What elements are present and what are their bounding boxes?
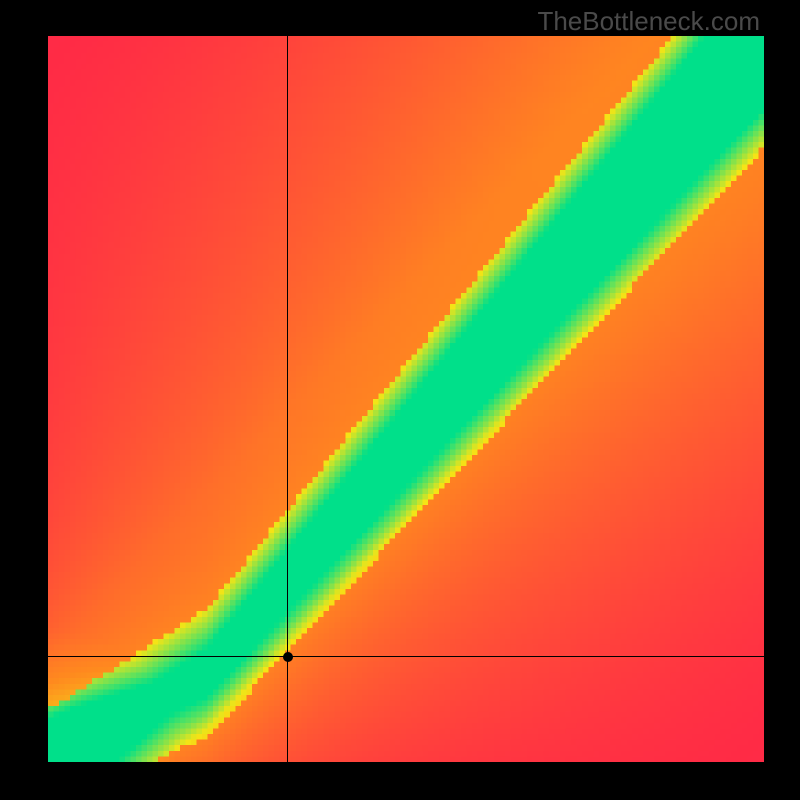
- crosshair-marker: [283, 652, 293, 662]
- crosshair-horizontal: [48, 656, 764, 657]
- watermark-text: TheBottleneck.com: [537, 6, 760, 37]
- bottleneck-heatmap: [48, 36, 764, 762]
